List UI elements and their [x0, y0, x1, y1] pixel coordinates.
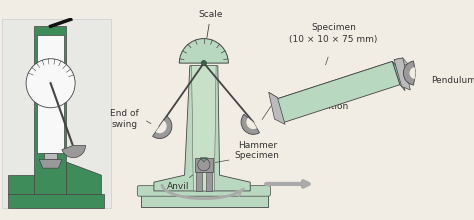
Polygon shape [392, 61, 405, 91]
Polygon shape [196, 172, 202, 191]
Wedge shape [246, 118, 257, 129]
Polygon shape [269, 92, 285, 124]
Circle shape [201, 61, 207, 66]
Text: Pendulum: Pendulum [431, 75, 474, 84]
Text: Anvil: Anvil [167, 173, 195, 191]
Polygon shape [2, 19, 111, 208]
Text: Scale: Scale [199, 10, 223, 38]
Text: End of
swing: End of swing [110, 109, 139, 129]
Polygon shape [8, 194, 104, 208]
Polygon shape [394, 58, 410, 90]
Wedge shape [153, 116, 172, 138]
Polygon shape [276, 61, 400, 123]
Polygon shape [37, 35, 64, 153]
Polygon shape [195, 158, 212, 172]
Wedge shape [155, 121, 167, 133]
Polygon shape [276, 61, 398, 105]
Wedge shape [62, 145, 86, 158]
Text: Specimen
(10 × 10 × 75 mm): Specimen (10 × 10 × 75 mm) [289, 23, 378, 44]
Wedge shape [403, 61, 416, 85]
Polygon shape [8, 175, 34, 194]
Text: Starting position: Starting position [273, 102, 348, 111]
Polygon shape [269, 92, 283, 104]
Wedge shape [179, 38, 228, 63]
Polygon shape [34, 26, 66, 194]
Polygon shape [154, 66, 250, 191]
Wedge shape [410, 67, 416, 79]
Polygon shape [201, 158, 207, 162]
Polygon shape [39, 160, 62, 168]
Polygon shape [206, 172, 212, 191]
Text: Specimen: Specimen [215, 151, 279, 162]
FancyBboxPatch shape [137, 186, 270, 196]
Wedge shape [241, 114, 259, 134]
Polygon shape [394, 58, 408, 66]
Polygon shape [45, 153, 57, 160]
Polygon shape [66, 162, 101, 194]
Text: Hammer: Hammer [238, 141, 277, 150]
Wedge shape [26, 59, 75, 108]
Polygon shape [141, 191, 268, 207]
Polygon shape [191, 66, 216, 191]
